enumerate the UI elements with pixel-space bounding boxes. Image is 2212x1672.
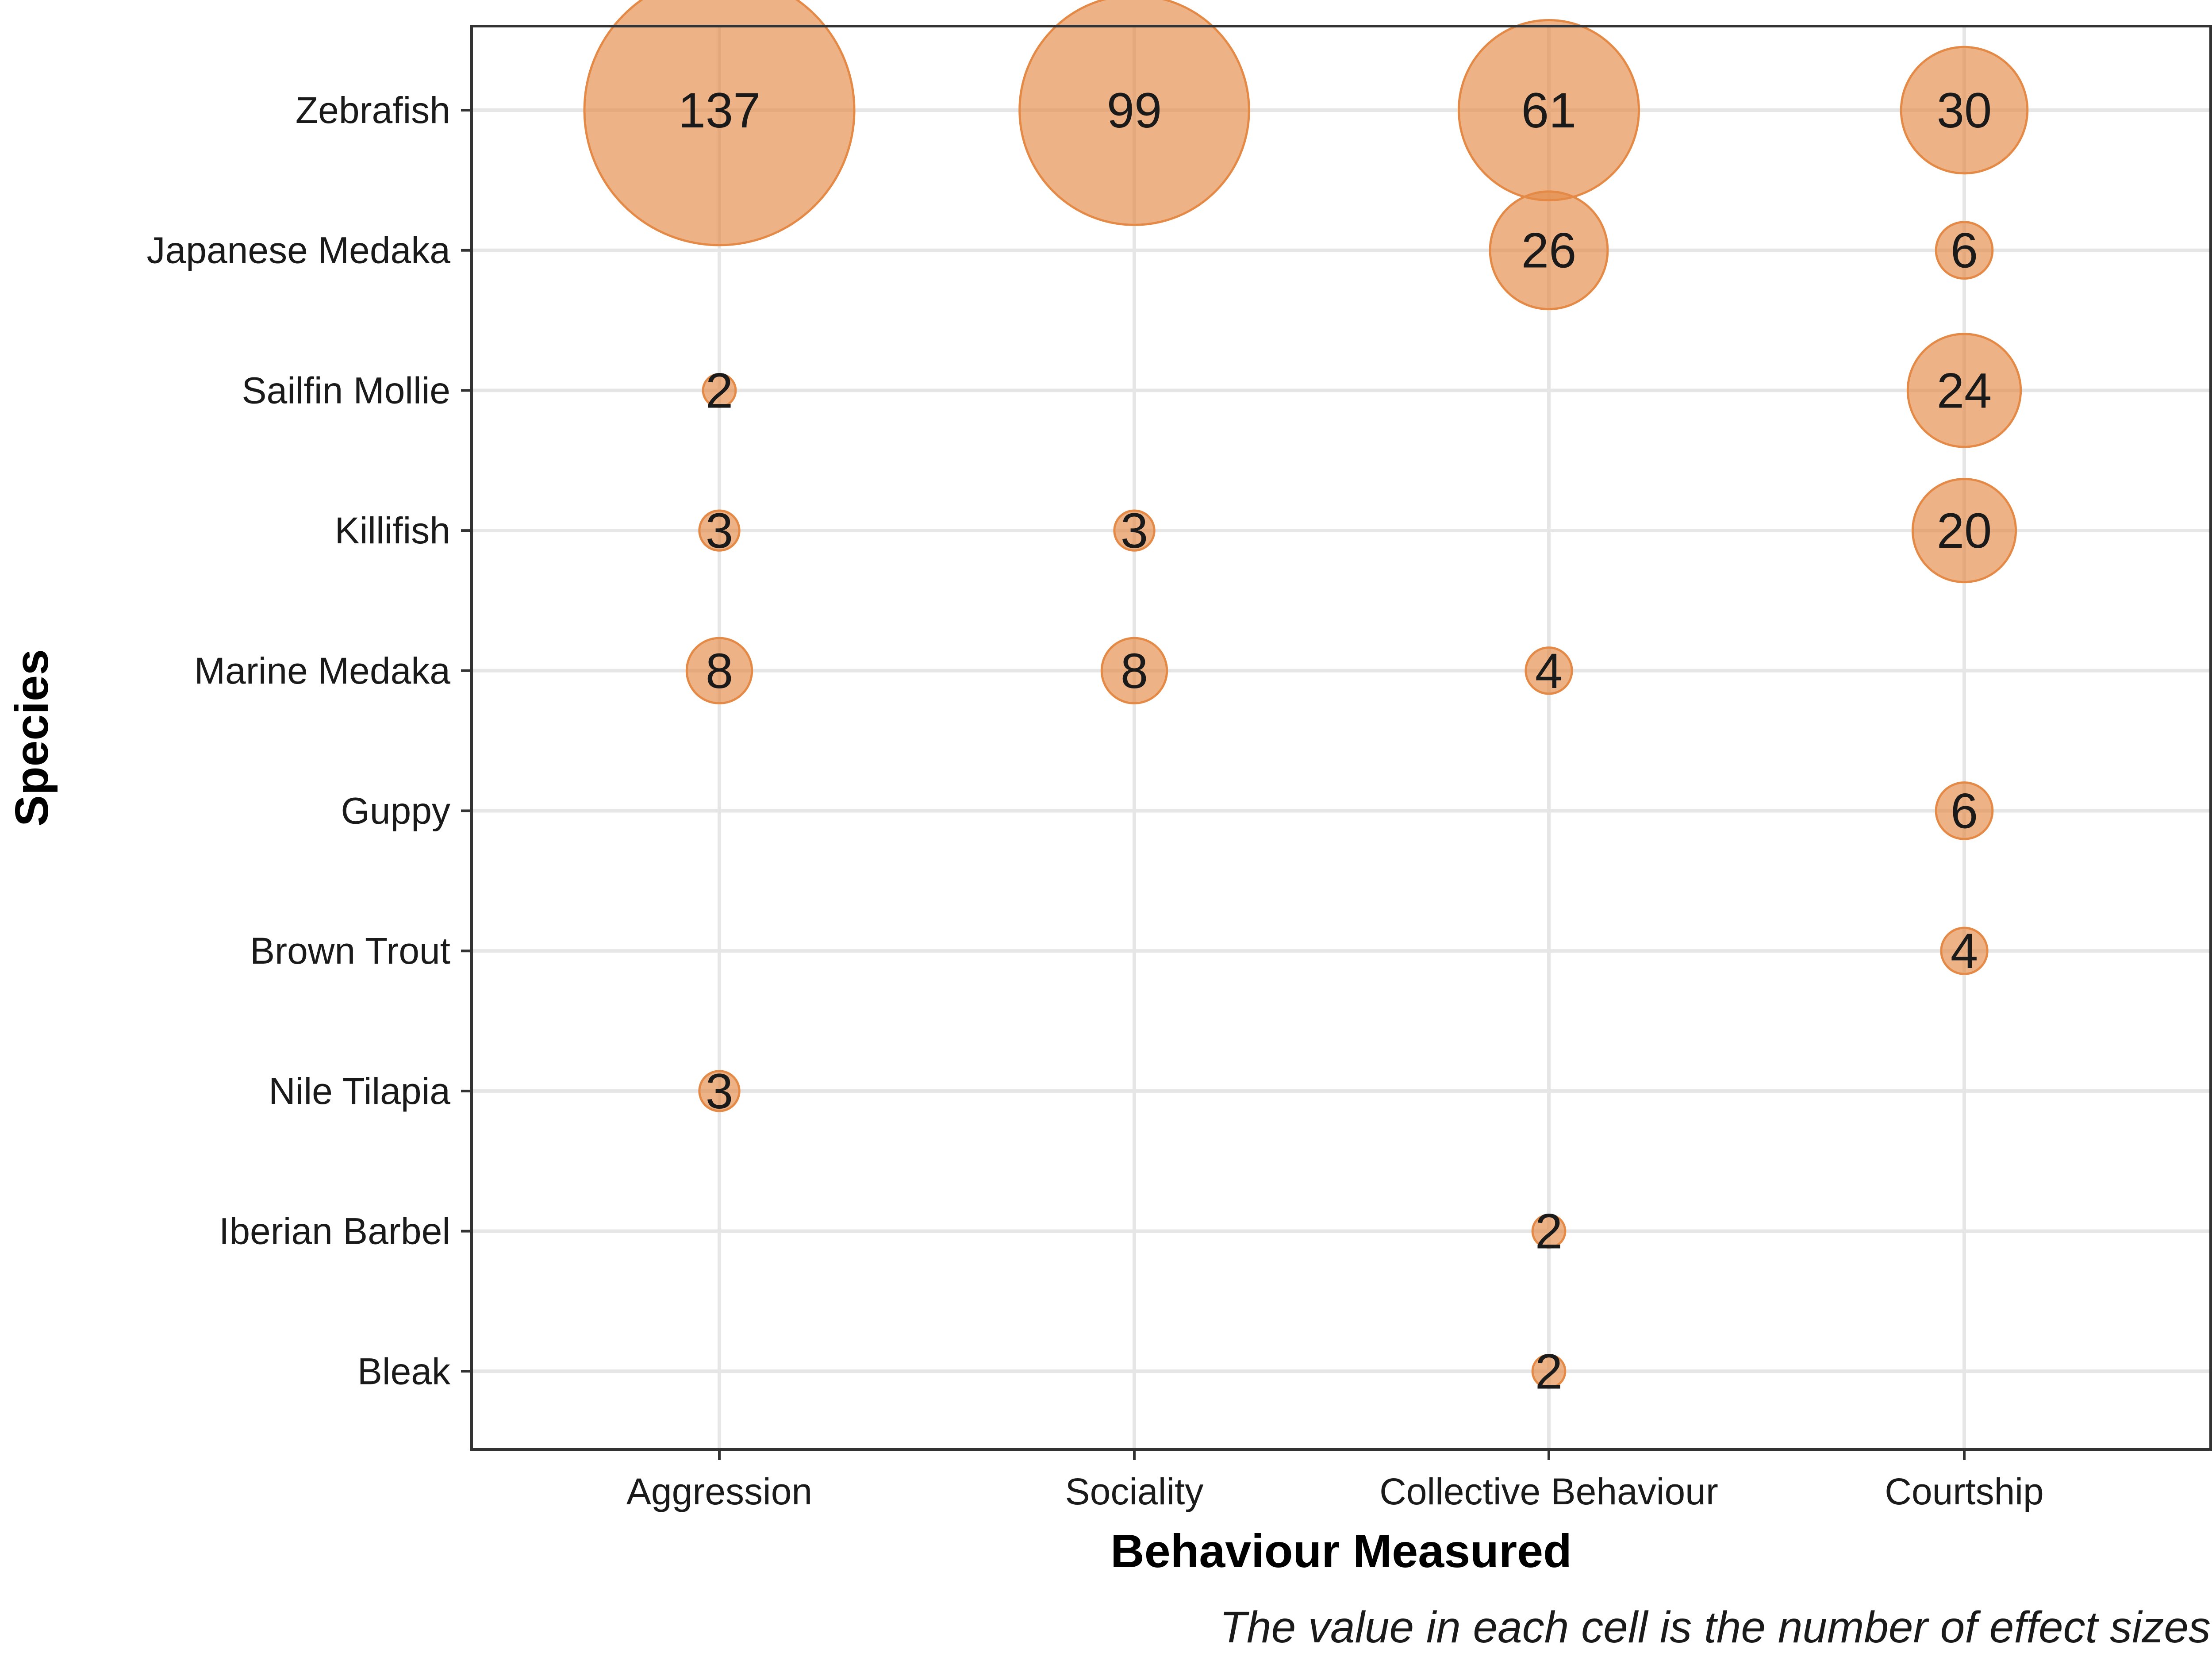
bubble-value-label: 3 <box>706 503 733 558</box>
bubble-value-label: 2 <box>1535 1344 1563 1399</box>
chart-caption: The value in each cell is the number of … <box>1220 1603 2211 1652</box>
bubble <box>1018 0 1250 226</box>
bubble <box>1525 646 1573 695</box>
bubble-value-label: 8 <box>706 643 733 699</box>
x-tick-label: Collective Behaviour <box>1379 1471 1718 1512</box>
bubble-value-label: 6 <box>1951 784 1978 839</box>
bubble-value-label: 20 <box>1937 503 1992 558</box>
bubble <box>1100 637 1168 705</box>
bubble-value-label: 3 <box>706 1064 733 1119</box>
y-tick-label: Nile Tilapia <box>269 1070 450 1112</box>
bubble-value-label: 24 <box>1937 363 1992 418</box>
panel-border <box>470 25 2212 1451</box>
bubble-value-label: 2 <box>1535 1204 1563 1259</box>
y-tick-label: Marine Medaka <box>194 650 450 692</box>
bubble-value-label: 4 <box>1951 923 1978 979</box>
bubble-value-label: 6 <box>1951 223 1978 278</box>
bubble <box>1935 781 1994 840</box>
x-tick-label: Aggression <box>626 1471 812 1512</box>
x-tick-label: Courtship <box>1885 1471 2044 1512</box>
x-tick-label: Sociality <box>1065 1471 1204 1512</box>
bubble-value-label: 4 <box>1535 643 1563 699</box>
bubble <box>1911 478 2017 584</box>
y-axis: Zebrafish Japanese Medaka Sailfin Mollie Ki… <box>147 89 472 1392</box>
bubble <box>1531 1353 1567 1389</box>
bubble <box>1940 926 1989 975</box>
bubble-value-label: 137 <box>678 83 761 138</box>
bubbles <box>583 0 2029 1389</box>
y-tick-label: Bleak <box>357 1350 451 1392</box>
bubble <box>1906 333 2022 448</box>
y-axis-title: Species <box>6 649 58 826</box>
bubble-value-label: 30 <box>1937 83 1992 138</box>
y-tick-label: Sailfin Mollie <box>242 369 450 411</box>
bubble <box>702 373 737 408</box>
bubble-value-label: 26 <box>1521 223 1577 278</box>
grid-lines <box>472 26 2211 1449</box>
y-tick-label: Guppy <box>341 790 451 832</box>
bubble <box>685 637 753 705</box>
bubble <box>1900 46 2029 175</box>
bubble <box>698 1070 741 1112</box>
bubble <box>1489 190 1609 311</box>
bubble-labels: 137 99 61 30 26 6 2 24 3 3 20 8 8 4 6 4 3 2 2 <box>678 83 1992 1399</box>
y-tick-label: Iberian Barbel <box>219 1211 450 1252</box>
bubble <box>583 0 856 246</box>
x-axis: Aggression Sociality Collective Behaviour C… <box>626 1449 2044 1512</box>
bubble-value-label: 2 <box>706 363 733 418</box>
bubble-value-label: 8 <box>1121 643 1148 699</box>
bubble <box>1935 221 1994 280</box>
bubble <box>1531 1214 1567 1249</box>
bubble-value-label: 99 <box>1107 83 1162 138</box>
bubble <box>1113 509 1156 552</box>
y-tick-label: Brown Trout <box>250 930 450 972</box>
y-tick-label: Zebrafish <box>296 89 450 131</box>
y-tick-label: Japanese Medaka <box>147 230 451 271</box>
bubble-value-label: 3 <box>1121 503 1148 558</box>
x-axis-title: Behaviour Measured <box>1110 1525 1572 1577</box>
y-tick-label: Killifish <box>335 510 450 551</box>
bubble <box>698 509 741 552</box>
bubble-value-label: 61 <box>1521 83 1577 138</box>
